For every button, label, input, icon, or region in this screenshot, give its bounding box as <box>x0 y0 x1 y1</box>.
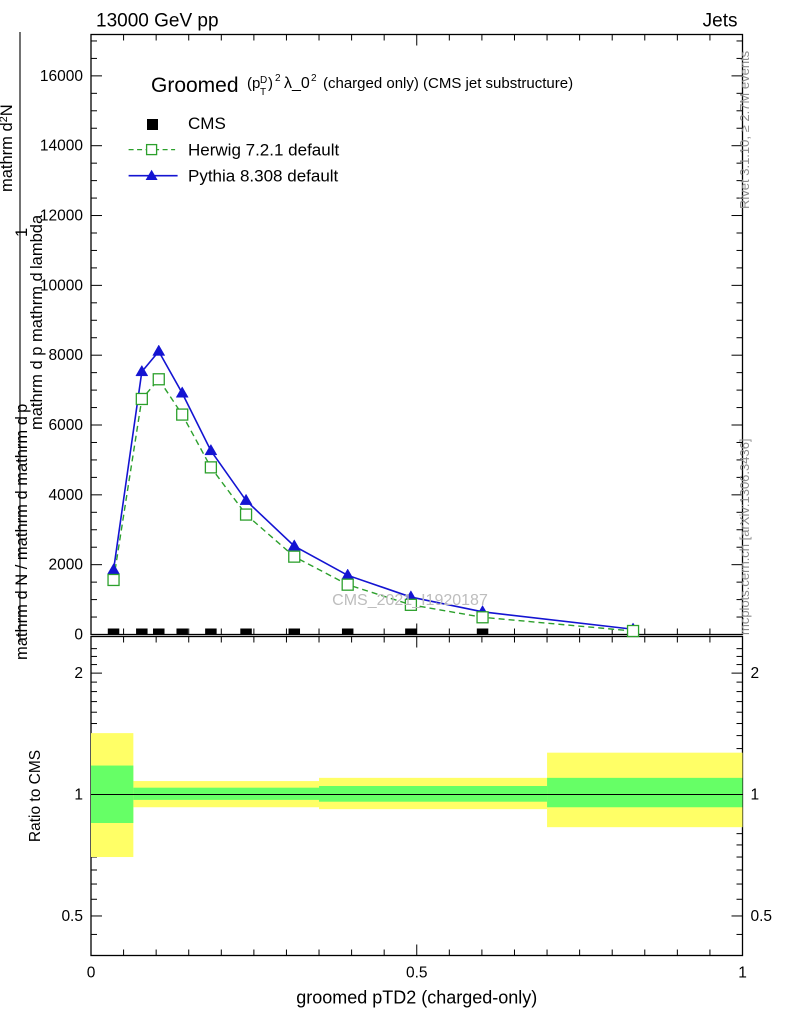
svg-text:13000 GeV pp: 13000 GeV pp <box>96 11 219 32</box>
svg-text:1: 1 <box>74 787 83 804</box>
svg-text:4000: 4000 <box>49 487 84 504</box>
svg-text:0.5: 0.5 <box>406 965 428 982</box>
svg-text:16000: 16000 <box>40 68 83 85</box>
svg-text:(p: (p <box>247 75 260 92</box>
svg-text:0.5: 0.5 <box>751 908 773 925</box>
svg-text:): ) <box>268 75 273 92</box>
svg-text:2: 2 <box>751 665 760 682</box>
svg-text:D: D <box>260 75 267 86</box>
svg-text:2: 2 <box>74 665 83 682</box>
svg-text:CMS_2021_I1920187: CMS_2021_I1920187 <box>332 592 488 609</box>
svg-text:mathrm d N / mathrm d mathrm d: mathrm d N / mathrm d mathrm d p <box>13 404 31 660</box>
svg-text:0: 0 <box>74 627 83 644</box>
svg-text:14000: 14000 <box>40 138 83 155</box>
svg-text:λ_0: λ_0 <box>284 75 310 92</box>
svg-text:2000: 2000 <box>49 557 84 574</box>
svg-text:1: 1 <box>751 787 760 804</box>
svg-text:Ratio to CMS: Ratio to CMS <box>27 750 44 842</box>
svg-text:6000: 6000 <box>49 417 84 434</box>
svg-text:12000: 12000 <box>40 208 83 225</box>
svg-text:2: 2 <box>311 73 317 84</box>
svg-text:Jets: Jets <box>703 11 738 32</box>
svg-text:(charged only) (CMS jet substr: (charged only) (CMS jet substructure) <box>323 75 573 92</box>
svg-text:Herwig 7.2.1 default: Herwig 7.2.1 default <box>188 141 339 160</box>
svg-text:mathrm d p mathrm d lambda: mathrm d p mathrm d lambda <box>28 214 46 430</box>
svg-text:Groomed: Groomed <box>151 74 239 97</box>
svg-text:CMS: CMS <box>188 114 226 133</box>
svg-text:0: 0 <box>87 965 96 982</box>
svg-text:Pythia 8.308 default: Pythia 8.308 default <box>188 167 339 186</box>
svg-text:mcplots.cern.ch [arXiv:1306.34: mcplots.cern.ch [arXiv:1306.3436] <box>737 438 752 635</box>
svg-text:1: 1 <box>738 965 747 982</box>
svg-text:0.5: 0.5 <box>61 908 83 925</box>
svg-text:2: 2 <box>275 73 281 84</box>
svg-text:T: T <box>260 87 266 98</box>
svg-text:10000: 10000 <box>40 277 83 294</box>
svg-text:groomed pTD2 (charged-only): groomed pTD2 (charged-only) <box>296 988 537 1008</box>
svg-text:8000: 8000 <box>49 347 84 364</box>
svg-text:Rivet 3.1.10, ≥ 2.7M events: Rivet 3.1.10, ≥ 2.7M events <box>737 50 752 209</box>
